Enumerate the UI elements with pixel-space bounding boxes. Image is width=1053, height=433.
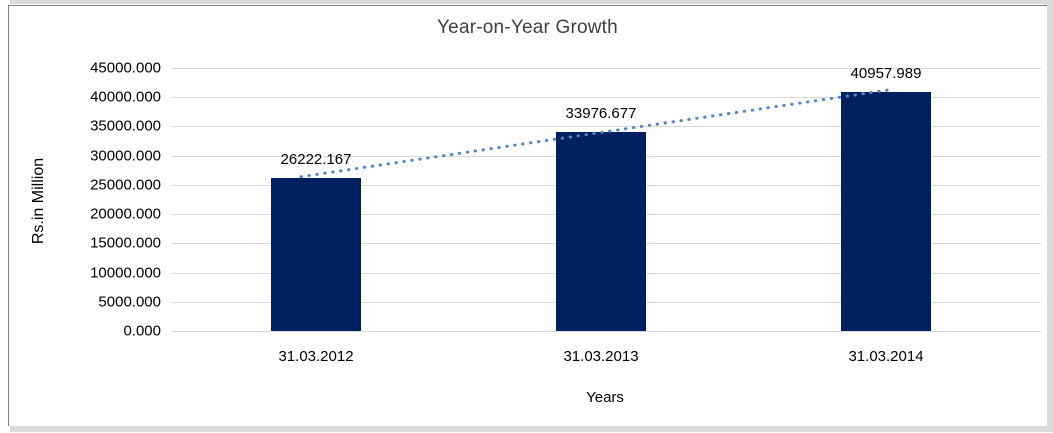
x-axis-title: Years bbox=[586, 389, 624, 406]
y-tick-label: 25000.000 bbox=[90, 176, 161, 194]
data-label: 33976.677 bbox=[565, 105, 637, 123]
y-tick-label: 30000.000 bbox=[90, 147, 161, 165]
y-tick-label: 20000.000 bbox=[90, 205, 161, 223]
y-tick-label: 40000.000 bbox=[90, 88, 161, 106]
x-category-label: 31.03.2014 bbox=[848, 348, 924, 365]
outer-frame-strip-top bbox=[10, 0, 1053, 4]
bar-31.03.2012[interactable] bbox=[271, 177, 361, 331]
y-tick-label: 10000.000 bbox=[90, 264, 161, 282]
x-category-label: 31.03.2012 bbox=[278, 348, 354, 365]
data-label: 26222.167 bbox=[280, 150, 352, 168]
gridline bbox=[171, 331, 1041, 332]
outer-frame-strip-bottom bbox=[10, 425, 1053, 432]
bar-31.03.2014[interactable] bbox=[841, 91, 931, 331]
y-tick-label: 45000.000 bbox=[90, 59, 161, 77]
y-axis-title: Rs.in Million bbox=[30, 157, 47, 245]
data-label: 40957.989 bbox=[850, 64, 922, 82]
chart-object[interactable]: Year-on-Year Growth 45000.000 40000.000 35… bbox=[8, 5, 1047, 426]
y-tick-label: 5000.000 bbox=[98, 293, 161, 311]
bar-31.03.2013[interactable] bbox=[556, 132, 646, 331]
y-tick-label: 15000.000 bbox=[90, 234, 161, 252]
y-tick-label: 0.000 bbox=[123, 322, 161, 340]
chart-title: Year-on-Year Growth bbox=[437, 17, 618, 38]
y-tick-label: 35000.000 bbox=[90, 117, 161, 135]
outer-frame-strip-right bbox=[1046, 0, 1053, 432]
gridline bbox=[171, 68, 1041, 69]
x-category-label: 31.03.2013 bbox=[563, 348, 639, 365]
